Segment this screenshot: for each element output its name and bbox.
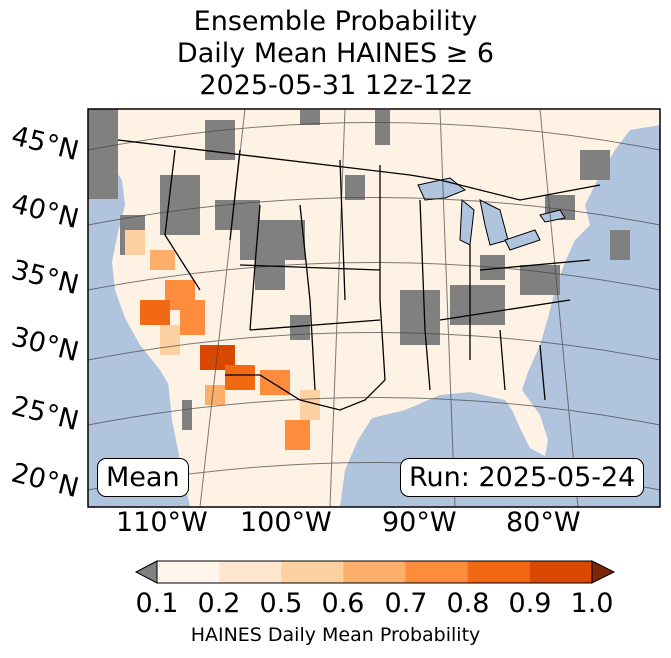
- colorbar-tick-0: 0.1: [135, 588, 179, 619]
- colorbar-tick-2: 0.5: [259, 588, 303, 619]
- colorbar-tick-3: 0.6: [321, 588, 365, 619]
- title-line-2: Daily Mean HAINES ≥ 6: [176, 38, 495, 69]
- map-panel: [88, 109, 660, 507]
- borders: [117, 139, 601, 411]
- great-lakes: [417, 177, 566, 251]
- colorbar-segment-1: [219, 561, 282, 583]
- run-date-box: Run: 2025-05-24: [400, 458, 645, 497]
- probability-patches: [125, 230, 320, 450]
- mean-label-box: Mean: [97, 458, 189, 497]
- lon-label-90: 90°W: [382, 507, 457, 538]
- colorbar-segment-4: [405, 561, 469, 583]
- colorbar-segments: [157, 561, 593, 583]
- colorbar-frame: [156, 560, 593, 584]
- colorbar-tick-4: 0.7: [384, 588, 428, 619]
- colorbar-segment-6: [529, 561, 593, 583]
- colorbar: [134, 560, 616, 584]
- colorbar-tick-6: 0.9: [508, 588, 552, 619]
- title-line-3: 2025-05-31 12z-12z: [199, 70, 472, 101]
- lon-label-100: 100°W: [240, 507, 332, 538]
- colorbar-segment-5: [467, 561, 531, 583]
- colorbar-segment-3: [343, 561, 407, 583]
- colorbar-segment-0: [157, 561, 220, 583]
- colorbar-label: HAINES Daily Mean Probability: [190, 624, 481, 646]
- lon-label-110: 110°W: [116, 507, 208, 538]
- colorbar-segment-2: [281, 561, 344, 583]
- lon-label-80: 80°W: [506, 507, 581, 538]
- colorbar-tick-7: 1.0: [570, 588, 614, 619]
- colorbar-tick-5: 0.8: [446, 588, 490, 619]
- map-title: Ensemble Probability Daily Mean HAINES ≥…: [0, 6, 671, 102]
- title-line-1: Ensemble Probability: [193, 6, 478, 37]
- colorbar-under-arrow: [134, 560, 158, 584]
- colorbar-tick-1: 0.2: [197, 588, 241, 619]
- colorbar-over-arrow: [591, 560, 616, 584]
- map-frame: [87, 108, 661, 508]
